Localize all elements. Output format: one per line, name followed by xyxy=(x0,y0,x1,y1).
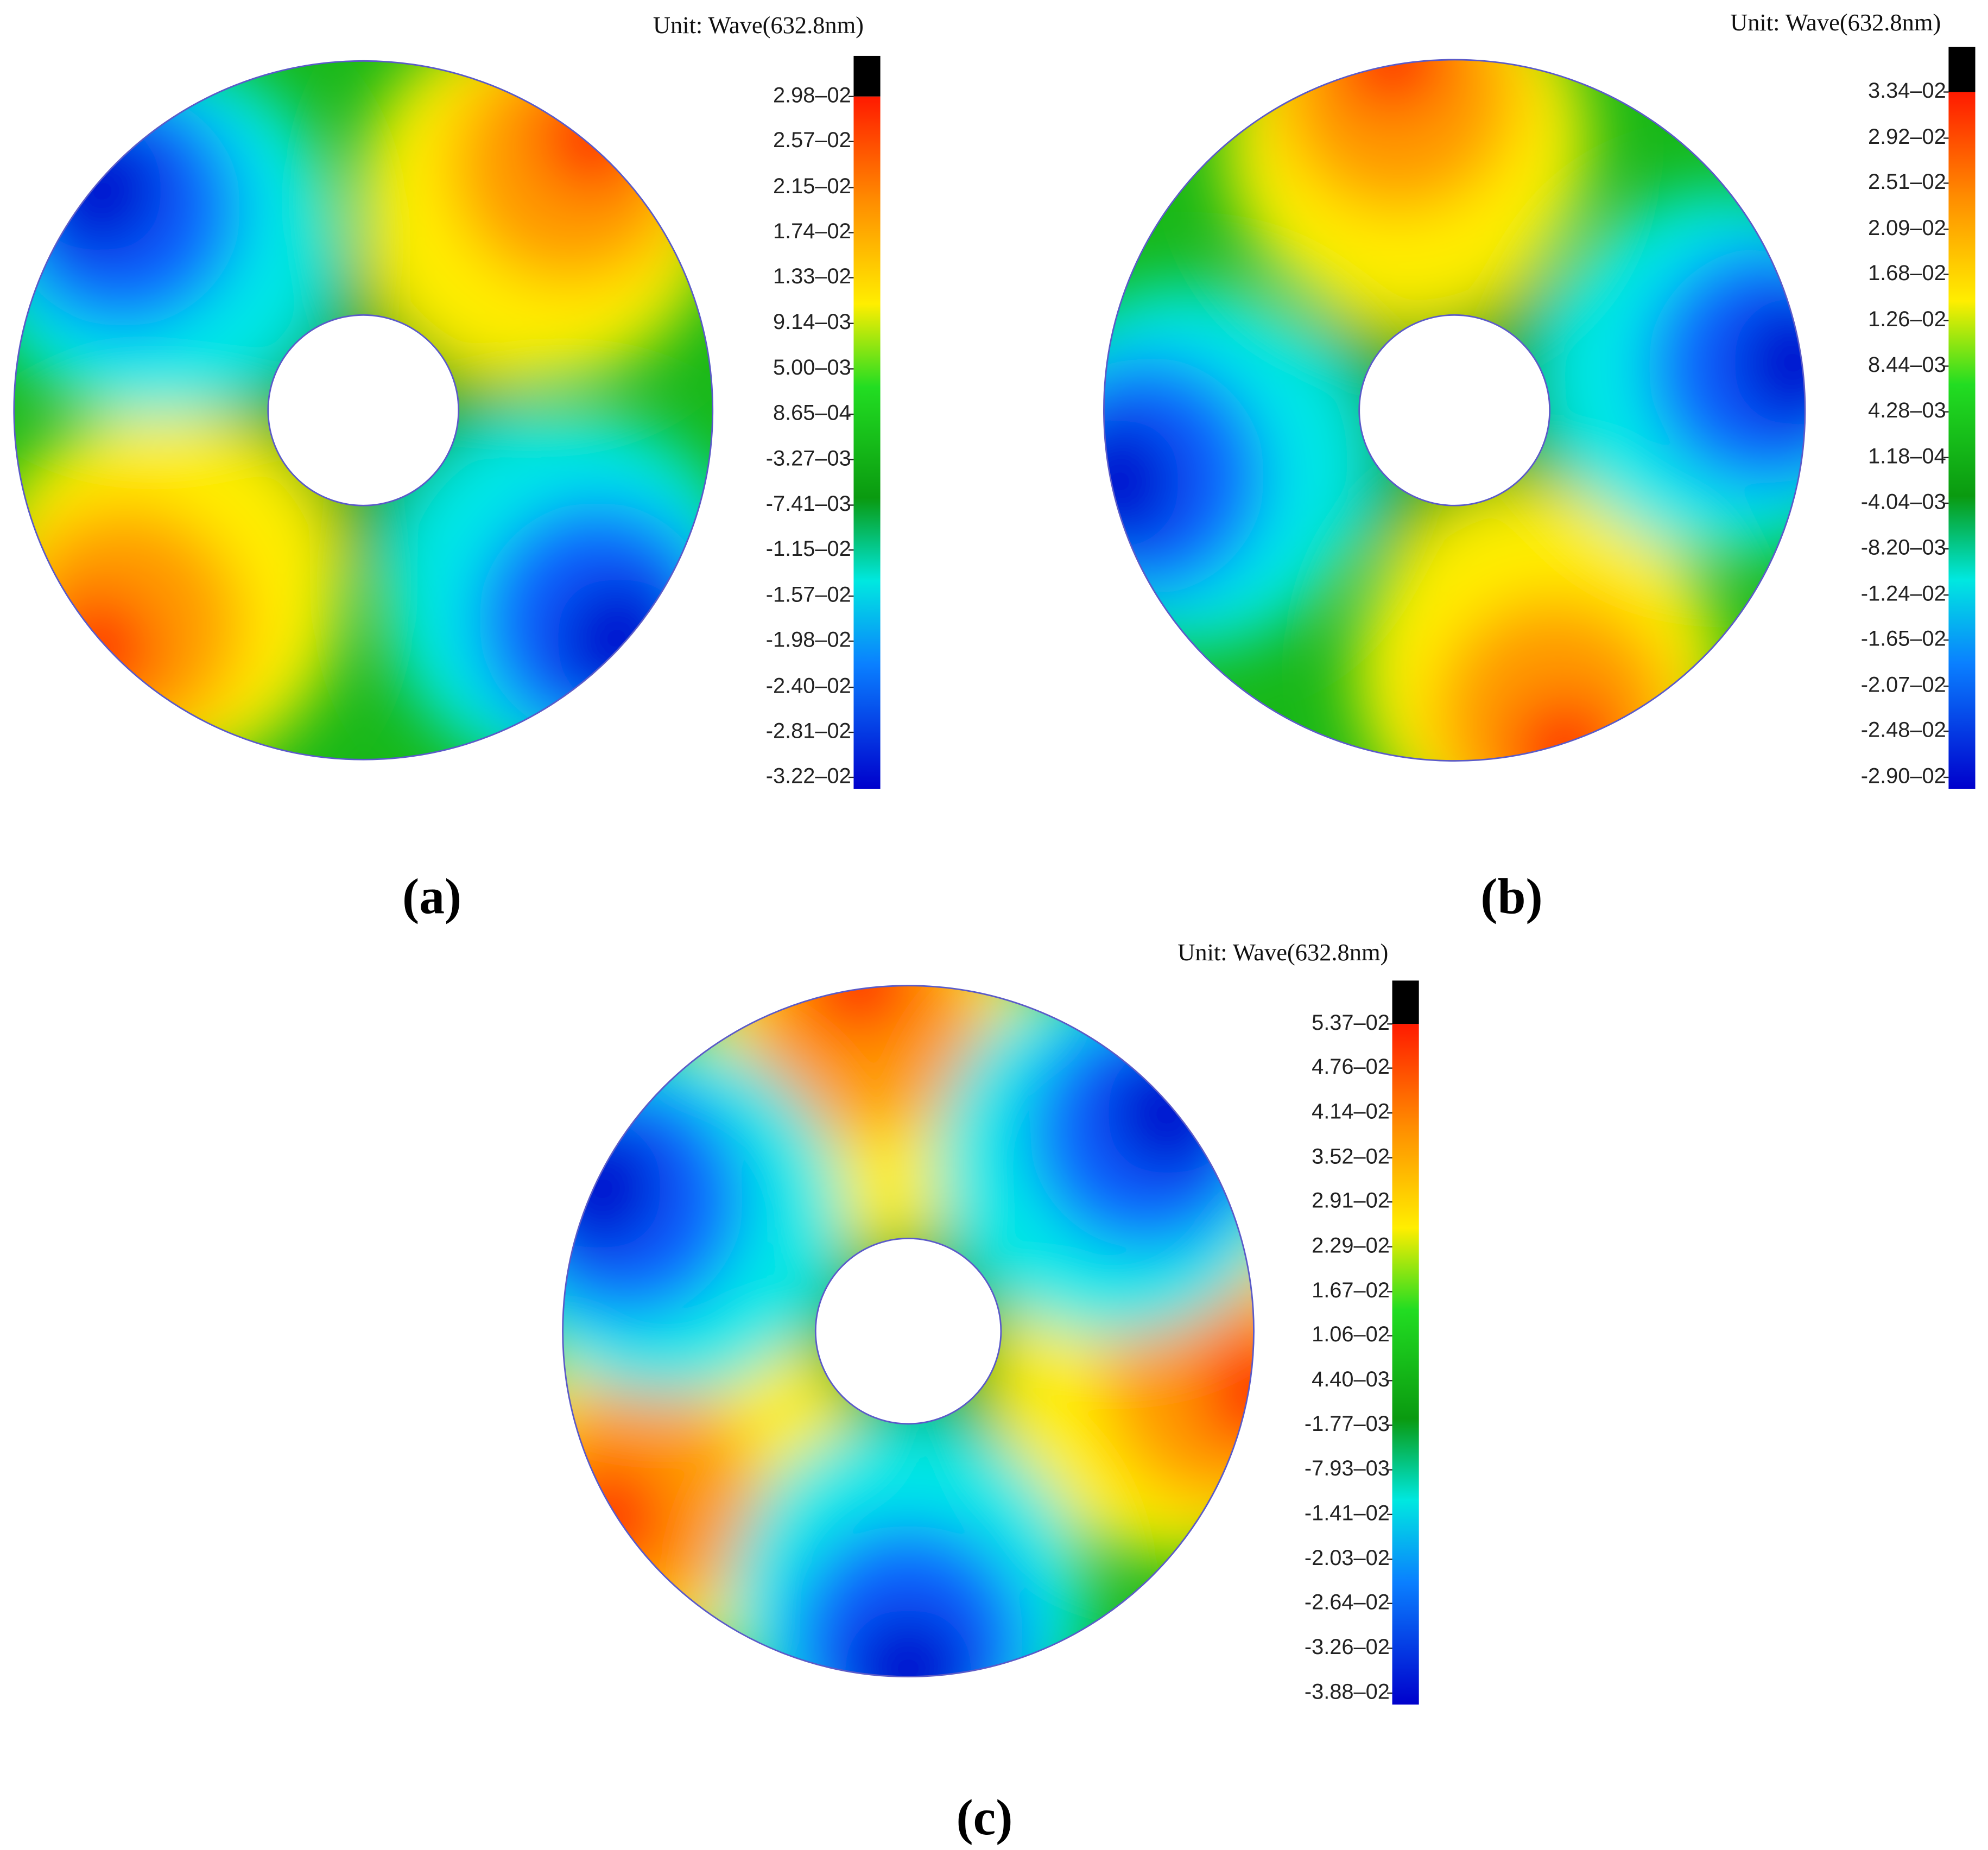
colorbar-tick-label: 2.57–02 xyxy=(773,128,851,152)
colorbar-tick-label: -4.04–03 xyxy=(1861,490,1946,514)
colorbar-tick-label: -2.81–02 xyxy=(766,719,851,743)
surface-lobe xyxy=(1731,299,1858,426)
surface-lobe xyxy=(539,1126,664,1251)
colorbar-tick-label: -2.64–02 xyxy=(1305,1590,1390,1614)
colorbar-tick-label: 8.65–04 xyxy=(773,401,851,425)
surface-map xyxy=(484,884,1353,1781)
colorbar-tick-label: -3.88–02 xyxy=(1305,1680,1390,1704)
disk-outline xyxy=(13,60,714,761)
colorbar-tick-label: -1.41–02 xyxy=(1305,1501,1390,1525)
surface-lobes xyxy=(484,884,1353,1781)
colorbar-tick-label: 2.92–02 xyxy=(1868,125,1946,149)
colorbar-label: Unit: Wave(632.8nm) xyxy=(1730,9,1941,36)
surface-lobe xyxy=(1055,419,1182,545)
colorbar-tick-label: 2.09–02 xyxy=(1868,216,1946,240)
colorbar-tick-label: 3.52–02 xyxy=(1312,1144,1390,1168)
colorbar-tick-label: -1.98–02 xyxy=(766,628,851,652)
colorbar-tick-label: -1.24–02 xyxy=(1861,582,1946,606)
colorbar-tick-label: 1.68–02 xyxy=(1868,261,1946,285)
colorbar-tick-label: 4.76–02 xyxy=(1312,1055,1390,1079)
hole-outline xyxy=(267,314,460,506)
colorbar-overflow xyxy=(853,55,881,97)
disk-outline xyxy=(1103,59,1806,762)
colorbar-tick-label: 4.14–02 xyxy=(1312,1100,1390,1124)
colorbar-tick-label: 1.26–02 xyxy=(1868,307,1946,331)
colorbar-tick-label: -3.22–02 xyxy=(766,764,851,788)
colorbar-tick-label: -1.65–02 xyxy=(1861,627,1946,651)
colorbar-tick-label: 5.37–02 xyxy=(1312,1011,1390,1035)
surface-lobe xyxy=(846,1607,971,1732)
colorbar-tick-label: -3.26–02 xyxy=(1305,1635,1390,1659)
colorbar-tick-label: -7.41–03 xyxy=(766,492,851,516)
colorbar-tick-label: 4.40–03 xyxy=(1312,1367,1390,1391)
colorbar xyxy=(853,96,881,789)
surface-lobe xyxy=(38,127,164,254)
surface-lobe xyxy=(536,81,649,193)
colorbar xyxy=(1948,92,1976,789)
panel-label: (b) xyxy=(1480,869,1542,924)
colorbar-tick-label: -8.20–03 xyxy=(1861,536,1946,560)
surface-lobe xyxy=(554,1462,665,1574)
colorbar-tick-label: -2.07–02 xyxy=(1861,673,1946,697)
colorbar-tick-label: -2.48–02 xyxy=(1861,718,1946,742)
surface-lobe xyxy=(1200,1337,1311,1448)
colorbar-tick-label: 2.91–02 xyxy=(1312,1189,1390,1213)
surface-lobe xyxy=(1105,1051,1230,1176)
colorbar-tick-label: 1.33–02 xyxy=(773,264,851,288)
surface-lobe xyxy=(1509,694,1622,807)
colorbar-tick-label: 8.44–03 xyxy=(1868,353,1946,377)
hole-outline xyxy=(814,1237,1002,1425)
colorbar-tick-label: 4.28–03 xyxy=(1868,398,1946,422)
colorbar-tick-label: -1.57–02 xyxy=(766,583,851,607)
colorbar-tick-label: -3.27–03 xyxy=(766,446,851,470)
colorbar-label: Unit: Wave(632.8nm) xyxy=(653,11,864,39)
colorbar-tick-label: 2.15–02 xyxy=(773,174,851,198)
colorbar-tick-label: 1.67–02 xyxy=(1312,1278,1390,1302)
colorbar-overflow xyxy=(1392,980,1419,1024)
colorbar-tick-label: 9.14–03 xyxy=(773,310,851,334)
colorbar-tick-label: -2.40–02 xyxy=(766,674,851,698)
colorbar xyxy=(1392,1024,1419,1705)
surface-lobes xyxy=(0,20,748,775)
colorbar-tick-label: -2.90–02 xyxy=(1861,764,1946,788)
disk-outline xyxy=(562,985,1255,1678)
colorbar-tick-label: 2.98–02 xyxy=(773,83,851,107)
hole-outline xyxy=(1358,314,1551,506)
colorbar-tick-label: 1.74–02 xyxy=(773,219,851,243)
surface-lobe xyxy=(42,592,155,705)
colorbar-tick-label: 5.00–03 xyxy=(773,356,851,379)
colorbar-tick-label: -1.77–03 xyxy=(1305,1412,1390,1436)
colorbar-overflow xyxy=(1948,47,1976,92)
surface-lobe xyxy=(555,576,681,702)
colorbar-tick-label: 1.06–02 xyxy=(1312,1322,1390,1346)
colorbar-tick-label: -7.93–03 xyxy=(1305,1456,1390,1480)
colorbar-tick-label: 2.51–02 xyxy=(1868,170,1946,194)
panel-label: (a) xyxy=(402,869,461,924)
panel-label: (c) xyxy=(957,1790,1013,1846)
colorbar-tick-label: -1.15–02 xyxy=(766,537,851,561)
colorbar-tick-label: -2.03–02 xyxy=(1305,1546,1390,1570)
surface-map xyxy=(0,20,748,775)
colorbar-tick-label: 2.29–02 xyxy=(1312,1233,1390,1257)
colorbar-label: Unit: Wave(632.8nm) xyxy=(1177,939,1388,966)
colorbar-tick-label: 1.18–04 xyxy=(1868,444,1946,468)
surface-lobe xyxy=(1336,2,1449,115)
surface-map xyxy=(1004,0,1908,853)
surface-lobe xyxy=(803,927,915,1038)
colorbar-tick-label: 3.34–02 xyxy=(1868,79,1946,103)
